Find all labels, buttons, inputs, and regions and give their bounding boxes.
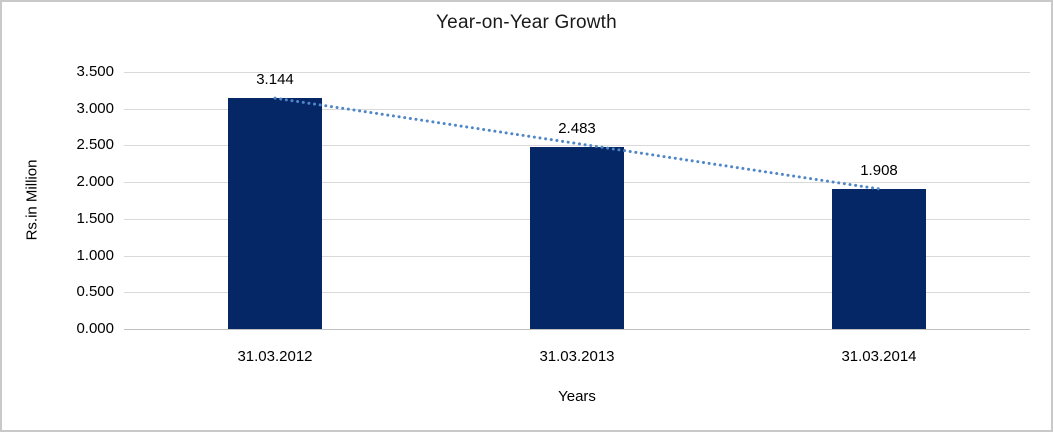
- y-tick-label: 2.500: [76, 136, 114, 154]
- category-label: 31.03.2012: [237, 348, 313, 365]
- bar-31.03.2012: [228, 98, 322, 329]
- bar-value-label: 3.144: [256, 71, 294, 89]
- y-tick-label: 3.000: [76, 99, 114, 117]
- y-axis-title: Rs.in Million: [23, 159, 41, 241]
- y-tick-label: 1.000: [76, 246, 114, 264]
- chart-title: Year-on-Year Growth: [436, 12, 617, 33]
- gridline: [124, 72, 1030, 73]
- category-label: 31.03.2014: [841, 348, 917, 365]
- category-label: 31.03.2013: [539, 348, 615, 365]
- x-axis-title: Years: [558, 388, 596, 405]
- gridline: [124, 329, 1030, 330]
- y-tick-label: 0.500: [76, 283, 114, 301]
- y-tick-label: 0.000: [76, 320, 114, 337]
- bar-value-label: 2.483: [558, 119, 596, 137]
- bar-31.03.2013: [530, 146, 624, 329]
- y-tick-label: 1.500: [76, 209, 114, 227]
- bar-31.03.2014: [832, 188, 926, 329]
- y-tick-label: 3.500: [76, 63, 114, 80]
- bar-value-label: 1.908: [860, 161, 898, 179]
- y-tick-label: 2.000: [76, 173, 114, 191]
